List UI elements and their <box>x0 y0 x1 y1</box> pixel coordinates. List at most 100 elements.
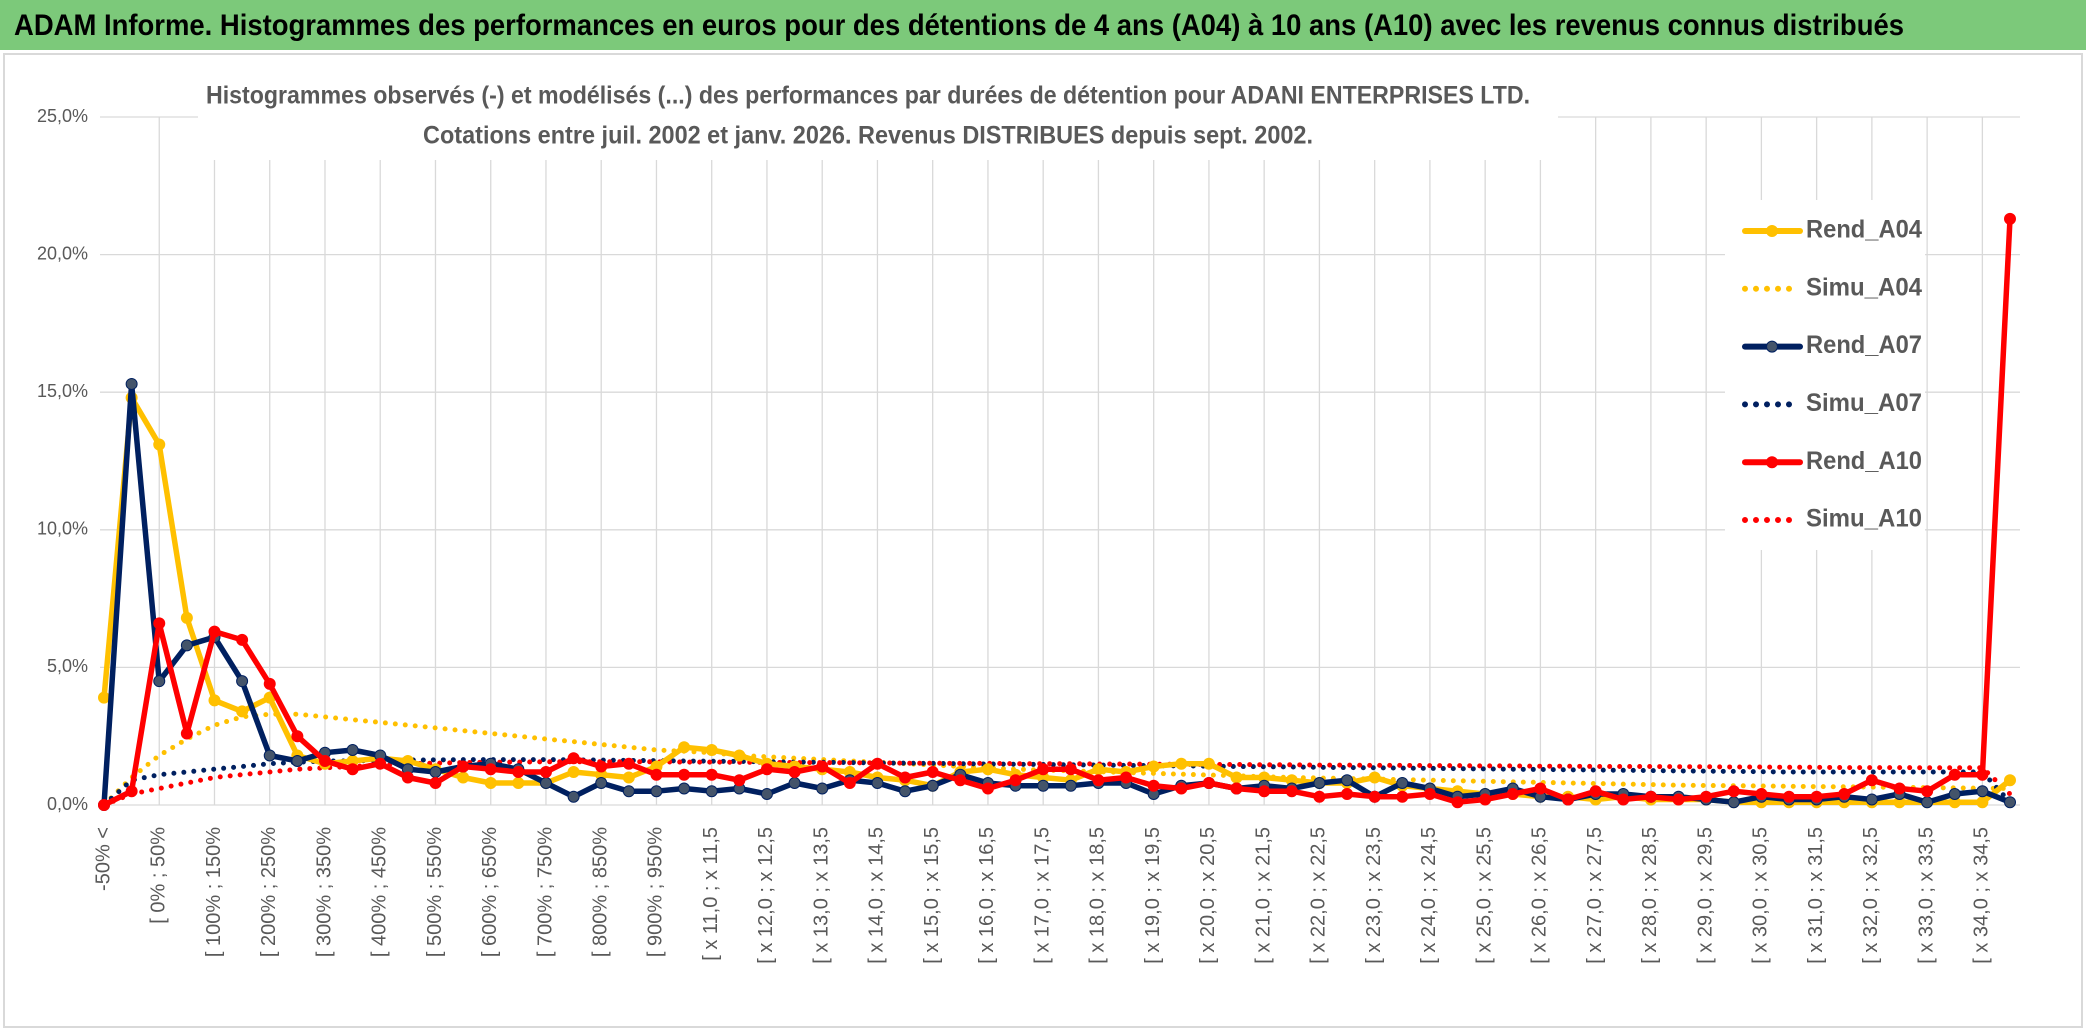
point <box>705 743 718 756</box>
point <box>1506 787 1519 800</box>
x-tick-label: [ x 19,0 ; x 19,5 <box>1142 827 1164 964</box>
point <box>1396 776 1409 789</box>
legend-backdrop <box>1725 200 1925 550</box>
point <box>843 776 856 789</box>
chart-title: Cotations entre juil. 2002 et janv. 2026… <box>423 122 1313 150</box>
point <box>981 763 994 776</box>
point <box>153 675 166 688</box>
point <box>1092 774 1105 787</box>
point <box>1700 790 1713 803</box>
point <box>1230 782 1243 795</box>
point <box>1064 779 1077 792</box>
point <box>1202 776 1215 789</box>
point <box>1672 793 1685 806</box>
x-tick-label: [ x 28,0 ; x 28,5 <box>1639 827 1661 964</box>
point <box>1451 796 1464 809</box>
legend-label: Rend_A10 <box>1806 447 1922 475</box>
series-line <box>101 757 2013 808</box>
point <box>236 675 249 688</box>
point <box>1893 782 1906 795</box>
point <box>788 765 801 778</box>
point <box>788 776 801 789</box>
point <box>180 611 193 624</box>
point <box>595 760 608 773</box>
x-tick-label: [ 0% ; 50% <box>148 827 170 924</box>
point <box>1147 779 1160 792</box>
point <box>705 785 718 798</box>
point <box>678 782 691 795</box>
x-tick-label: [ 800% ; 850% <box>589 827 611 957</box>
point <box>1341 774 1354 787</box>
point <box>567 765 580 778</box>
point <box>1230 771 1243 784</box>
point <box>1175 782 1188 795</box>
x-tick-label: [ x 23,0 ; x 23,5 <box>1363 827 1385 964</box>
x-tick-label: [ x 21,0 ; x 21,5 <box>1252 827 1274 964</box>
point <box>1976 785 1989 798</box>
point <box>871 757 884 770</box>
point <box>1258 785 1271 798</box>
point <box>1313 776 1326 789</box>
point <box>208 694 221 707</box>
chart-title: Histogrammes observés (-) et modélisés (… <box>206 82 1530 110</box>
point <box>457 760 470 773</box>
x-tick-label: [ 400% ; 450% <box>369 827 391 957</box>
point <box>733 749 746 762</box>
point <box>1147 760 1160 773</box>
point <box>1838 787 1851 800</box>
point <box>1064 763 1077 776</box>
point <box>236 705 249 718</box>
legend-label: Simu_A07 <box>1806 389 1922 417</box>
point <box>180 727 193 740</box>
series-line <box>101 216 2013 808</box>
point <box>1037 779 1050 792</box>
point <box>153 438 166 451</box>
legend-label: Simu_A10 <box>1806 505 1922 533</box>
point <box>678 741 691 754</box>
point <box>1368 790 1381 803</box>
point <box>208 625 221 638</box>
point <box>1589 785 1602 798</box>
x-tick-label: [ x 13,0 ; x 13,5 <box>810 827 832 964</box>
point <box>512 765 525 778</box>
x-tick-label: [ 100% ; 150% <box>203 827 225 957</box>
point <box>98 691 110 704</box>
point <box>760 787 773 800</box>
point <box>622 785 635 798</box>
point <box>1865 793 1878 806</box>
point <box>1783 790 1796 803</box>
point <box>1755 787 1768 800</box>
point <box>1976 768 1989 781</box>
point <box>1727 796 1740 809</box>
point <box>484 776 497 789</box>
y-tick-label: 0,0% <box>47 794 88 814</box>
point <box>1948 768 1961 781</box>
point <box>346 763 359 776</box>
legend-label: Simu_A04 <box>1806 273 1922 301</box>
point <box>429 765 442 778</box>
point <box>401 771 414 784</box>
point <box>1921 785 1934 798</box>
point <box>871 776 884 789</box>
point <box>2004 774 2016 787</box>
point <box>180 639 193 652</box>
point <box>1202 757 1215 770</box>
point <box>236 633 249 646</box>
chart-frame <box>3 53 2083 1028</box>
point <box>899 771 912 784</box>
x-tick-label: [ x 15,0 ; x 15,5 <box>921 827 943 964</box>
point <box>1479 793 1492 806</box>
point <box>816 782 829 795</box>
point <box>1562 793 1575 806</box>
y-tick-label: 5,0% <box>47 656 88 676</box>
x-tick-label: [ x 14,0 ; x 14,5 <box>866 827 888 964</box>
point <box>125 377 138 390</box>
x-tick-label: [ x 27,0 ; x 27,5 <box>1584 827 1606 964</box>
point <box>1644 790 1657 803</box>
legend-marker <box>1766 225 1778 237</box>
x-tick-label: [ x 24,0 ; x 24,5 <box>1418 827 1440 964</box>
point <box>926 779 939 792</box>
legend-marker <box>1766 456 1778 469</box>
point <box>1120 771 1133 784</box>
y-tick-label: 20,0% <box>37 243 88 263</box>
